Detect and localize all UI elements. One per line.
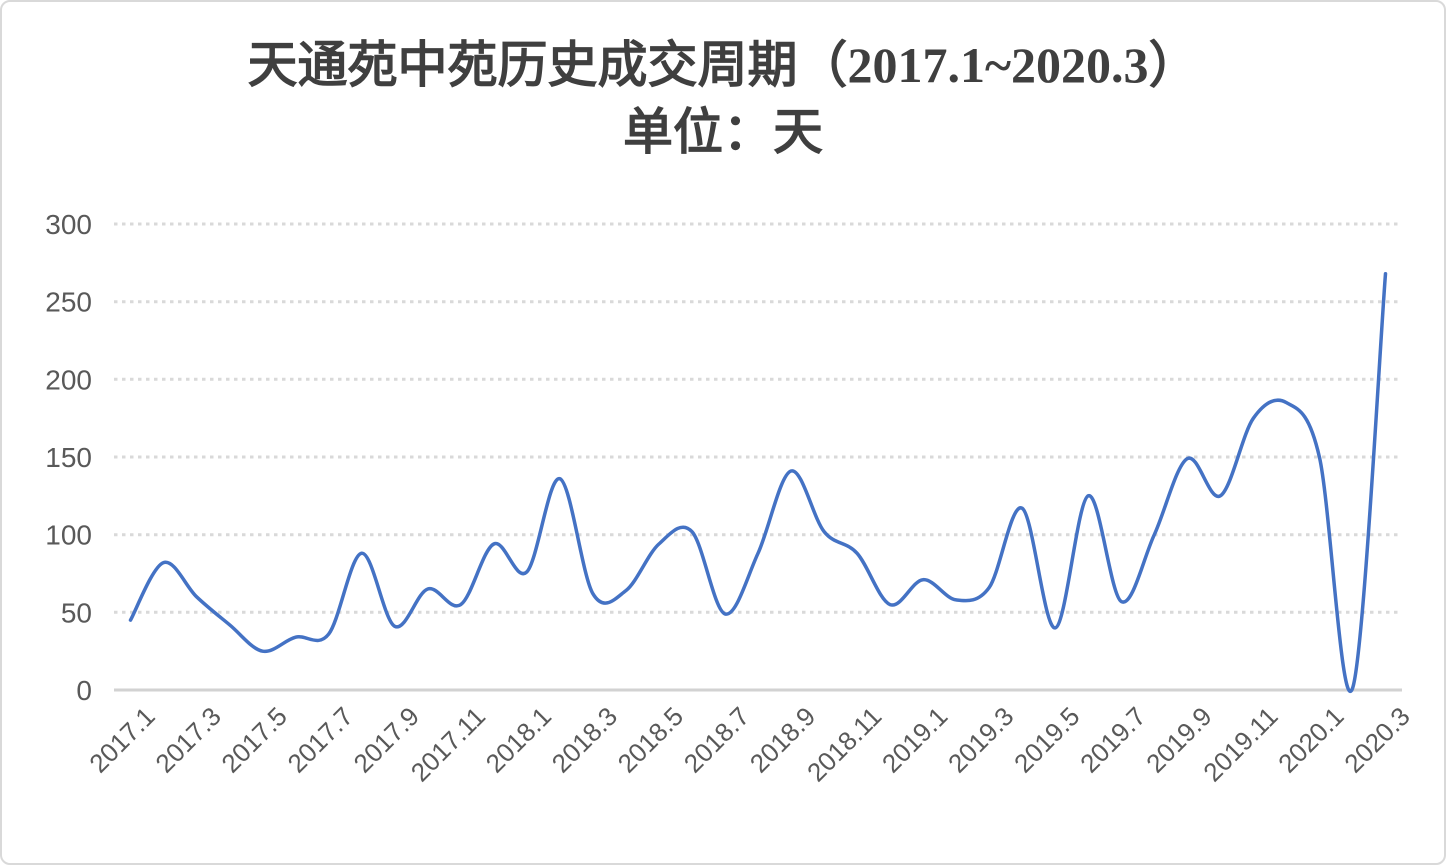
x-tick-label: 2018.1 [480,701,557,778]
y-tick-label: 300 [45,209,92,240]
chart-title-line1: 天通苑中苑历史成交周期（2017.1~2020.3） [247,37,1199,93]
x-tick-label: 2018.3 [546,701,623,778]
y-tick-label: 50 [61,597,92,628]
x-tick-label: 2017.11 [405,701,491,787]
x-tick-label: 2019.3 [942,701,1019,778]
x-tick-label: 2019.7 [1074,701,1151,778]
x-tick-label: 2020.3 [1338,701,1415,778]
y-tick-label: 100 [45,520,92,551]
x-tick-label: 2018.5 [612,701,689,778]
x-tick-label: 2019.1 [876,701,953,778]
x-tick-label: 2019.5 [1008,701,1085,778]
x-tick-label: 2017.3 [149,701,226,778]
chart-title-line2: 单位：天 [623,104,823,160]
x-tick-label: 2018.7 [678,701,755,778]
x-tick-label: 2017.7 [281,701,358,778]
x-tick-label: 2017.1 [83,701,160,778]
y-tick-label: 200 [45,364,92,395]
y-tick-label: 150 [45,442,92,473]
x-tick-label: 2019.11 [1197,701,1283,787]
x-tick-label: 2018.11 [801,701,887,787]
chart-title: 天通苑中苑历史成交周期（2017.1~2020.3） 单位：天 [2,32,1444,166]
x-tick-label: 2020.1 [1272,701,1349,778]
y-tick-label: 0 [76,675,92,706]
y-tick-label: 250 [45,287,92,318]
x-tick-label: 2017.5 [215,701,292,778]
series-line-deal-cycle [128,271,1388,694]
